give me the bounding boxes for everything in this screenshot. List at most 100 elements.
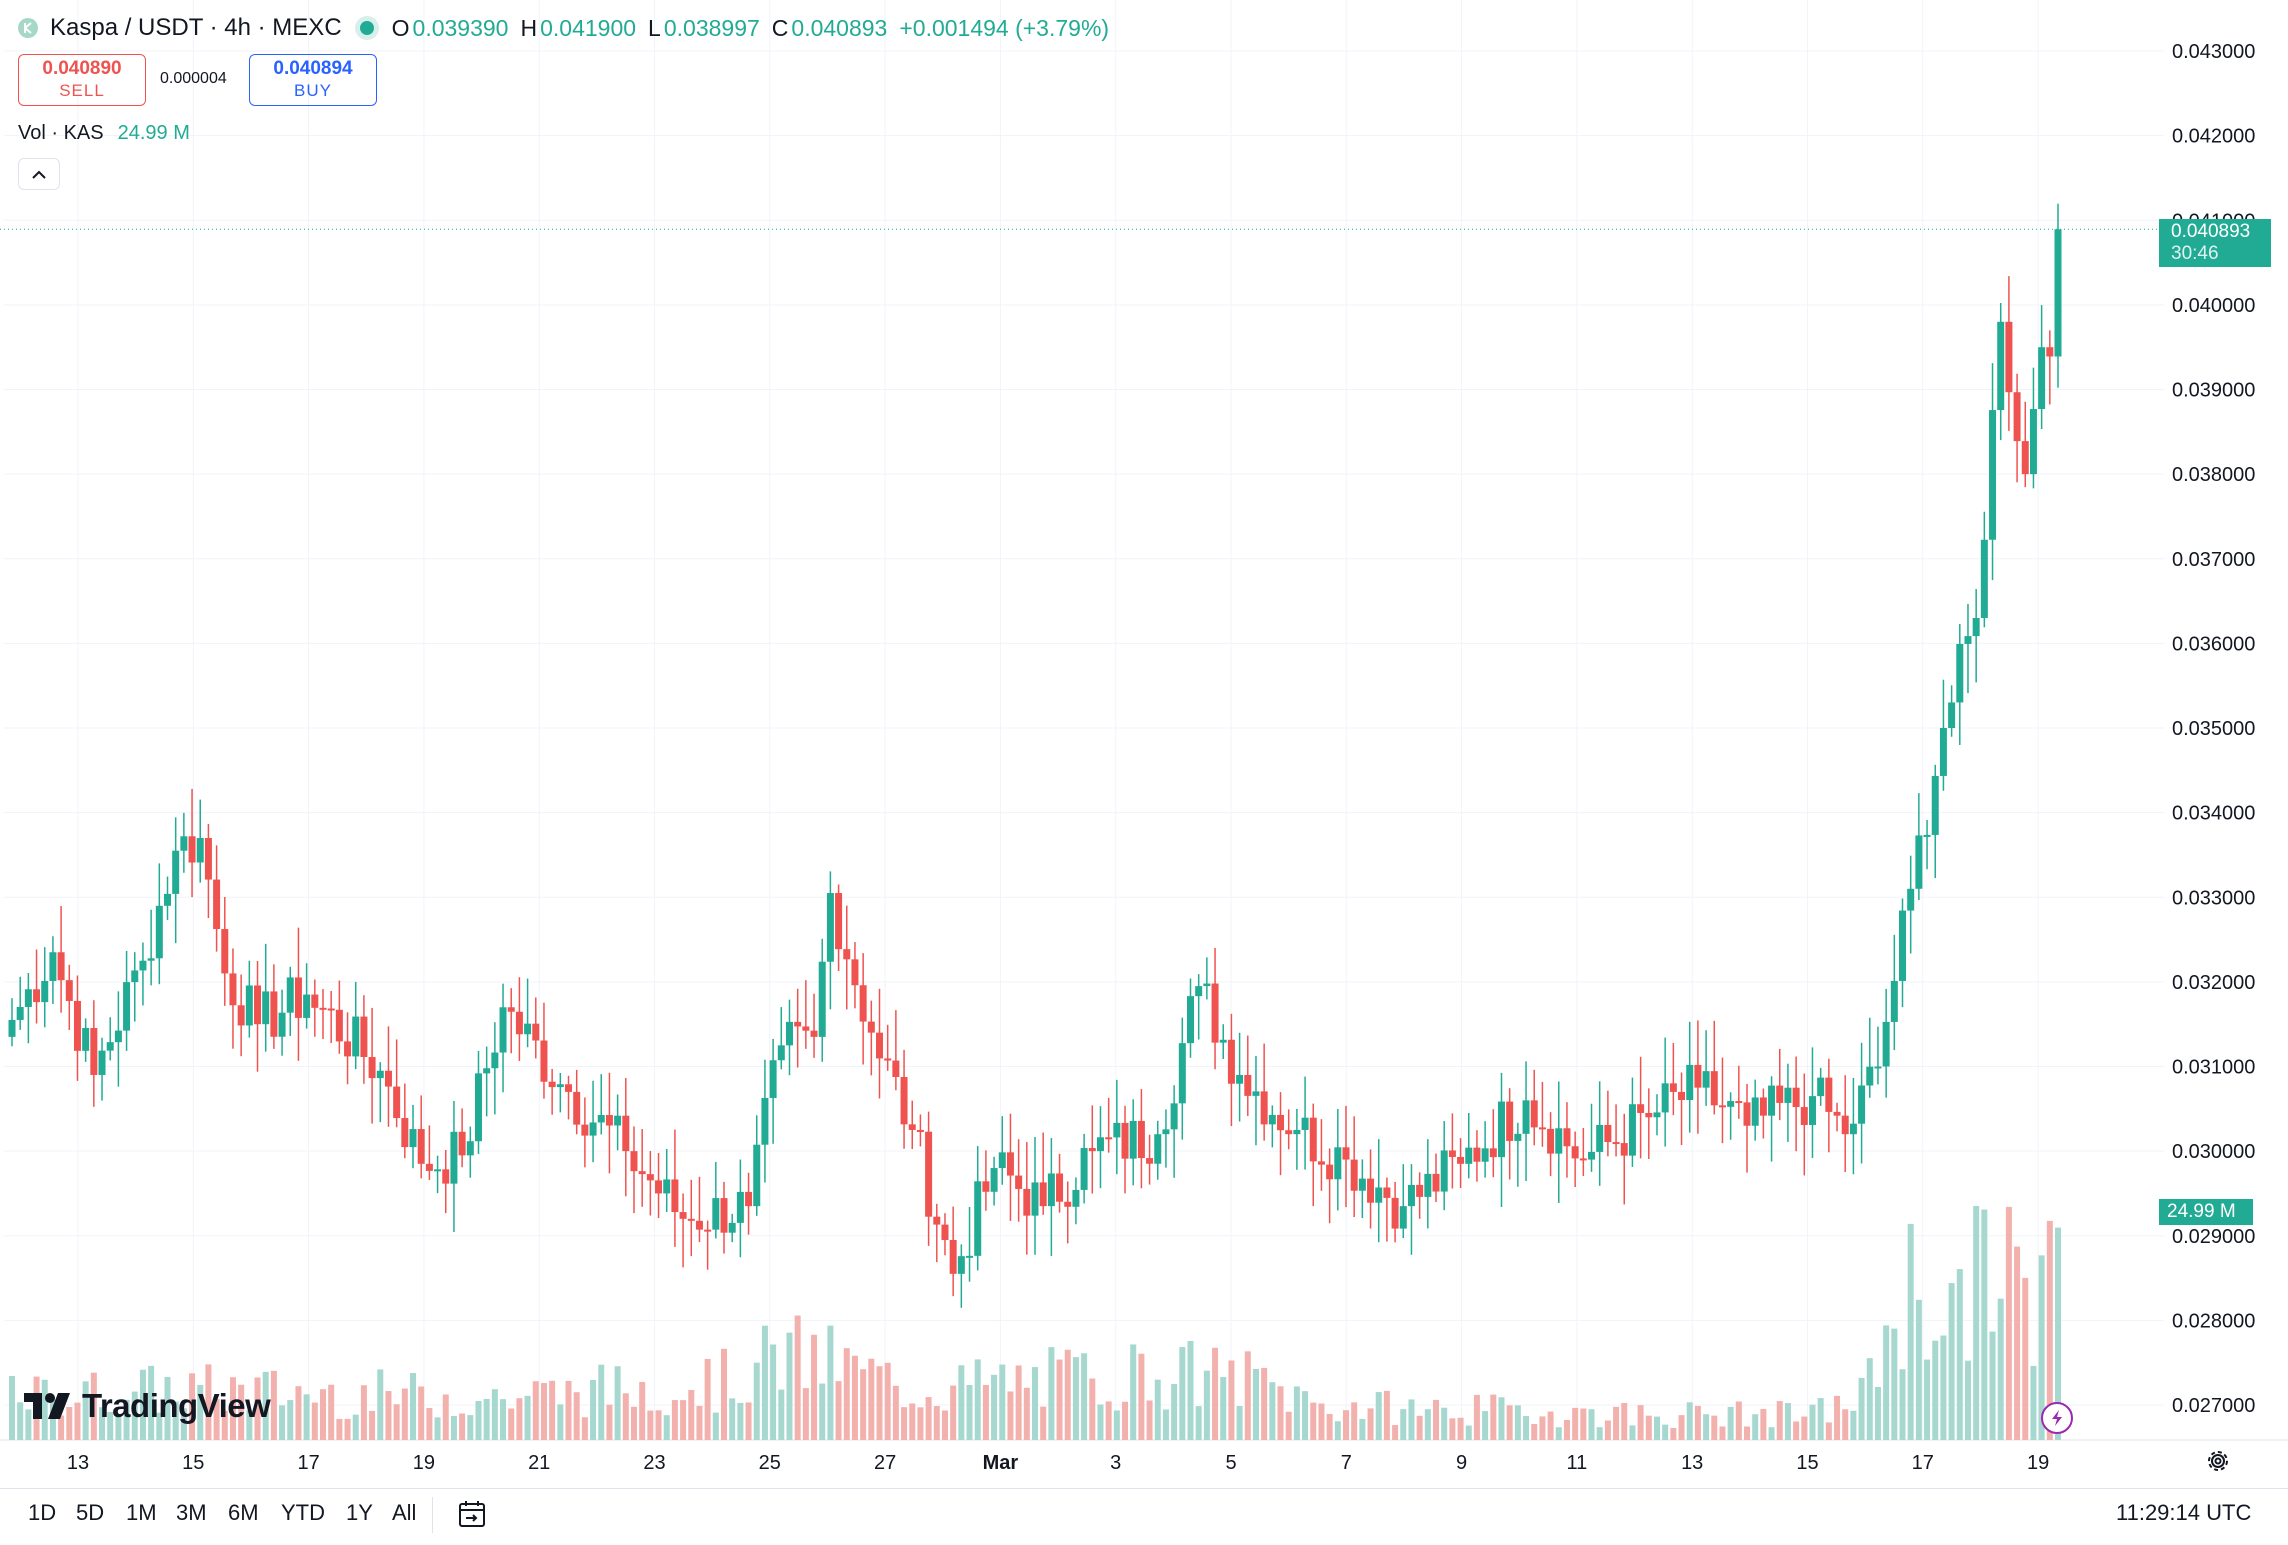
collapse-legend-button[interactable] <box>18 158 60 190</box>
lightning-button[interactable] <box>2041 1402 2073 1434</box>
candle-body <box>1457 1157 1465 1164</box>
candle-body <box>1743 1102 1751 1126</box>
candle-body <box>826 893 834 962</box>
volume-bar <box>590 1379 597 1440</box>
volume-bar <box>2030 1365 2037 1440</box>
volume-bar <box>1629 1425 1636 1440</box>
range-button-3m[interactable]: 3M <box>176 1500 207 1525</box>
lightning-icon <box>2052 1410 2062 1426</box>
candle-body <box>1023 1188 1031 1216</box>
volume-bar <box>1195 1406 1202 1440</box>
candle-body <box>1555 1128 1563 1154</box>
candle-body <box>1678 1091 1686 1100</box>
x-tick-label: 3 <box>1110 1452 1121 1474</box>
date-range-icon[interactable] <box>456 1498 490 1532</box>
tradingview-logo[interactable]: TradingView <box>22 1387 271 1425</box>
symbol-title[interactable]: Kaspa / USDT · 4h · MEXC <box>50 14 342 41</box>
candle-body <box>1784 1087 1792 1103</box>
candle-body <box>1154 1134 1162 1164</box>
volume-bar <box>1555 1427 1562 1440</box>
volume-bar <box>778 1389 785 1440</box>
high-value: 0.041900 <box>540 14 637 41</box>
volume-bar <box>655 1410 662 1440</box>
volume-bar <box>770 1344 777 1440</box>
settings-gear-icon[interactable] <box>2204 1447 2232 1475</box>
volume-bar <box>303 1394 310 1440</box>
candle-body <box>933 1216 941 1225</box>
volume-legend-value: 24.99 M <box>117 122 190 144</box>
volume-bar <box>1891 1328 1898 1440</box>
candle-body <box>1866 1066 1874 1086</box>
candle-body <box>90 1027 98 1075</box>
candle-body <box>1841 1115 1849 1135</box>
candle-body <box>499 1007 507 1053</box>
volume-bar <box>606 1404 613 1440</box>
volume-bar <box>729 1398 736 1440</box>
range-button-1m[interactable]: 1M <box>126 1500 157 1525</box>
collapse-chevron-icon <box>32 170 46 179</box>
y-tick-label: 0.039000 <box>2172 380 2255 402</box>
candle-body <box>925 1131 933 1217</box>
volume-bar <box>884 1362 891 1440</box>
candle-body <box>1367 1178 1375 1203</box>
candle-body <box>1219 1039 1227 1043</box>
candle-body <box>1628 1104 1636 1156</box>
candle-body <box>1440 1150 1448 1192</box>
x-tick-label: 23 <box>643 1452 665 1474</box>
volume-bar <box>270 1370 277 1440</box>
range-button-1y[interactable]: 1Y <box>346 1500 373 1525</box>
range-button-ytd[interactable]: YTD <box>281 1500 325 1525</box>
candle-body <box>1989 410 1997 540</box>
volume-bar <box>794 1315 801 1440</box>
price-chart[interactable]: 0.0430000.0420000.0410000.0400000.039000… <box>0 0 2288 1488</box>
candle-body <box>180 836 188 851</box>
volume-bar <box>999 1364 1006 1440</box>
candle-body <box>990 1168 998 1192</box>
candle-body <box>835 893 843 950</box>
volume-bar <box>1433 1399 1440 1440</box>
sell-price: 0.040890 <box>42 58 122 79</box>
candle-body <box>540 1040 548 1082</box>
x-tick-label: 15 <box>1796 1452 1818 1474</box>
sell-button[interactable]: 0.040890 SELL <box>18 54 146 106</box>
volume-bar <box>1793 1421 1800 1440</box>
candle-body <box>1252 1091 1260 1096</box>
candle-body <box>916 1129 924 1132</box>
volume-bar <box>66 1406 73 1440</box>
range-button-1d[interactable]: 1D <box>28 1500 57 1525</box>
buy-button[interactable]: 0.040894 BUY <box>249 54 377 106</box>
candle-body <box>2005 321 2013 393</box>
volume-bar <box>1981 1209 1988 1440</box>
candle-body <box>1473 1147 1481 1162</box>
volume-bar <box>909 1403 916 1440</box>
volume-bar <box>1907 1223 1914 1440</box>
candle-body <box>1244 1074 1252 1096</box>
volume-bar <box>843 1348 850 1440</box>
candle-body <box>1817 1077 1825 1097</box>
volume-bar <box>319 1389 326 1440</box>
volume-bar <box>401 1388 408 1440</box>
range-button-all[interactable]: All <box>392 1500 417 1525</box>
x-tick-label: 17 <box>297 1452 319 1474</box>
volume-bar <box>2005 1206 2012 1440</box>
range-button-5d[interactable]: 5D <box>76 1500 105 1525</box>
low-label: L <box>648 14 661 41</box>
candle-body <box>1391 1197 1399 1229</box>
volume-bar <box>1089 1378 1096 1440</box>
candle-body <box>1718 1105 1726 1108</box>
candle-body <box>65 980 73 1001</box>
volume-bar <box>1408 1399 1415 1440</box>
x-tick-label: 11 <box>1567 1452 1588 1474</box>
candle-body <box>114 1030 122 1043</box>
range-button-6m[interactable]: 6M <box>228 1500 259 1525</box>
candle-body <box>1350 1159 1358 1191</box>
utc-clock[interactable]: 11:29:14 UTC <box>2116 1500 2252 1525</box>
candle-body <box>1596 1124 1604 1152</box>
volume-bar <box>557 1404 564 1440</box>
candle-body <box>1579 1158 1587 1161</box>
chart-legend-header: Kaspa / USDT · 4h · MEXC O 0.039390 H 0.04… <box>18 12 1121 44</box>
candle-body <box>1669 1083 1677 1092</box>
candle-body <box>2046 347 2054 357</box>
volume-legend[interactable]: Vol · KAS 24.99 M <box>18 122 190 145</box>
x-tick-label: 9 <box>1456 1452 1467 1474</box>
